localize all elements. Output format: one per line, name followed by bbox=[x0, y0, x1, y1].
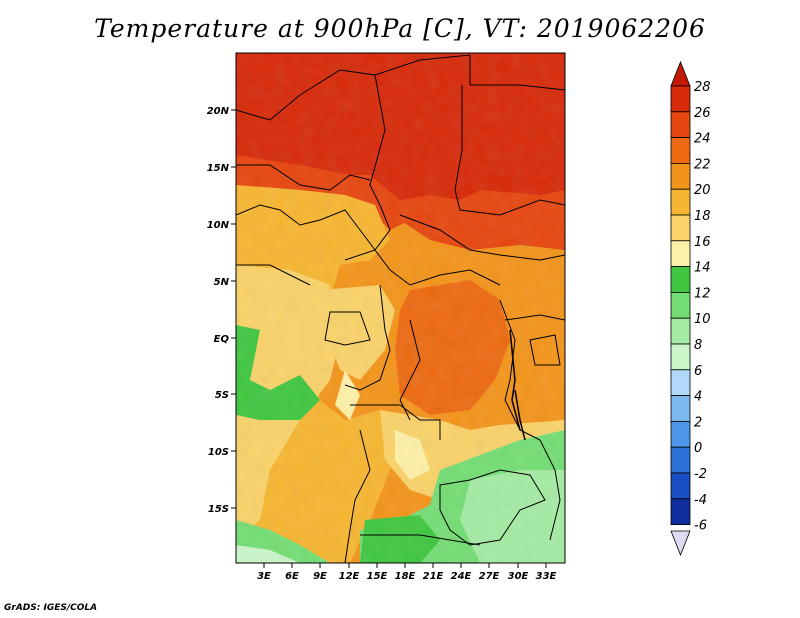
credit-label: GrADS: IGES/COLA bbox=[4, 603, 98, 613]
lon-tick-label: 15E bbox=[367, 571, 388, 582]
colorbar-max-arrow bbox=[670, 60, 691, 87]
lat-tick-label: 5S bbox=[215, 390, 229, 401]
colorbar-label: 8 bbox=[694, 338, 702, 353]
colorbar-segment bbox=[670, 395, 691, 422]
colorbar-label: 6 bbox=[694, 364, 702, 379]
lat-tick-label: EQ bbox=[214, 334, 230, 345]
colorbar-label: 18 bbox=[694, 209, 711, 224]
colorbar-segment bbox=[670, 240, 691, 268]
colorbar-min-arrow bbox=[670, 530, 691, 557]
colorbar-segment bbox=[670, 111, 691, 139]
map-frame bbox=[235, 52, 566, 564]
colorbar-segment bbox=[670, 266, 691, 293]
colorbar-segment bbox=[670, 85, 691, 113]
colorbar-label: -4 bbox=[694, 493, 707, 508]
colorbar-label: 24 bbox=[694, 132, 711, 147]
colorbar-label: 0 bbox=[694, 441, 702, 456]
lon-tick-label: 30E bbox=[508, 571, 529, 582]
colorbar-segment bbox=[670, 214, 691, 242]
lon-tick-label: 3E bbox=[257, 571, 271, 582]
lat-axis: 20N 15N 10N 5N EQ 5S 10S 15S bbox=[207, 106, 236, 515]
lon-tick-label: 27E bbox=[479, 571, 500, 582]
colorbar-segment bbox=[670, 472, 691, 500]
lon-tick-label: 24E bbox=[451, 571, 472, 582]
colorbar-label: 4 bbox=[694, 390, 702, 405]
lat-tick-label: 15N bbox=[207, 163, 230, 174]
lon-tick-label: 21E bbox=[423, 571, 444, 582]
colorbar-label: 10 bbox=[694, 312, 711, 327]
lon-tick-label: 6E bbox=[285, 571, 299, 582]
lat-tick-label: 10S bbox=[208, 447, 229, 458]
temperature-field bbox=[236, 53, 565, 563]
colorbar-segment bbox=[670, 188, 691, 216]
colorbar-label: 16 bbox=[694, 235, 711, 250]
lon-tick-label: 18E bbox=[395, 571, 416, 582]
colorbar-label: -2 bbox=[694, 467, 707, 482]
colorbar-label: 26 bbox=[694, 106, 711, 121]
colorbar-segment bbox=[670, 162, 691, 190]
colorbar-segment bbox=[670, 446, 691, 474]
colorbar-segment bbox=[670, 420, 691, 448]
country-borders bbox=[236, 54, 565, 563]
colorbar-label: 20 bbox=[694, 183, 711, 198]
lat-tick-label: 20N bbox=[207, 106, 230, 117]
colorbar-segment bbox=[670, 291, 691, 319]
lat-tick-label: 10N bbox=[207, 220, 230, 231]
colorbar-label: 12 bbox=[694, 286, 711, 301]
colorbar-label: 22 bbox=[694, 157, 711, 172]
lon-tick-label: 33E bbox=[536, 571, 557, 582]
colorbar-label: -6 bbox=[694, 519, 707, 534]
colorbar-label: 28 bbox=[694, 80, 711, 95]
colorbar-segment bbox=[670, 343, 691, 371]
colorbar-label: 2 bbox=[694, 415, 702, 430]
colorbar-segment bbox=[670, 369, 691, 396]
lat-tick-label: 15S bbox=[208, 504, 229, 515]
colorbar-segment bbox=[670, 498, 691, 525]
chart-title: Temperature at 900hPa [C], VT: 201906220… bbox=[94, 14, 706, 43]
lon-tick-label: 9E bbox=[313, 571, 327, 582]
lat-tick-label: 5N bbox=[214, 277, 230, 288]
lon-tick-label: 12E bbox=[339, 571, 360, 582]
colorbar-segment bbox=[670, 137, 691, 164]
lon-axis: 3E 6E 9E 12E 15E 18E 21E 24E 27E 30E 33E bbox=[257, 563, 557, 582]
colorbar-segment bbox=[670, 317, 691, 345]
colorbar-label: 14 bbox=[694, 261, 711, 276]
